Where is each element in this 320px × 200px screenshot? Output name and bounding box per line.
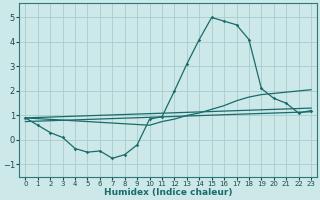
- X-axis label: Humidex (Indice chaleur): Humidex (Indice chaleur): [104, 188, 232, 197]
